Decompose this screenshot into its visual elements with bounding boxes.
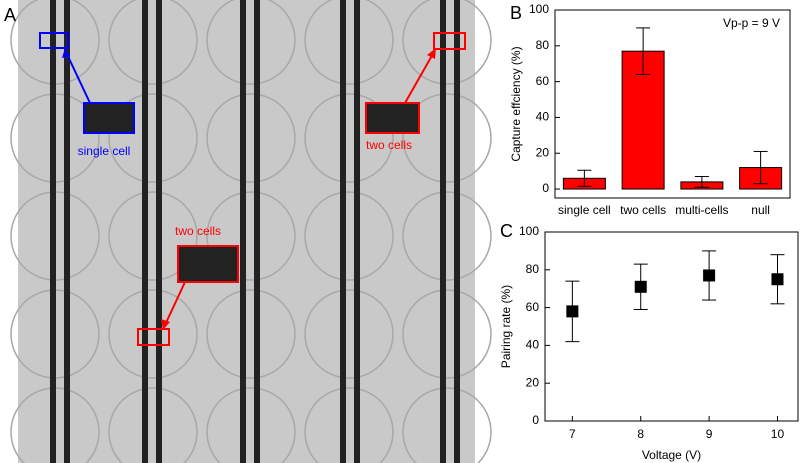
x-tick-label: 7: [569, 427, 576, 441]
y-tick-label: 0: [542, 181, 549, 195]
arrow: [404, 51, 435, 104]
microwell: [108, 93, 198, 183]
x-tick-label: 8: [637, 427, 644, 441]
zoom-box: [365, 102, 420, 134]
microwell: [304, 0, 394, 85]
arrow-head: [427, 48, 436, 59]
y-tick-label: 40: [526, 338, 540, 352]
electrode: [440, 0, 446, 463]
electrode: [156, 0, 162, 463]
electrode: [340, 0, 346, 463]
y-tick-label: 60: [526, 300, 540, 314]
microwell: [108, 191, 198, 281]
microwell: [206, 0, 296, 85]
microwell: [402, 387, 492, 463]
y-axis-label: Pairing rate (%): [499, 285, 513, 368]
plot-frame: [554, 9, 791, 199]
microwell: [304, 289, 394, 379]
x-tick-label: 10: [771, 427, 785, 441]
panel-label: A: [4, 5, 16, 25]
x-tick-label: multi-cells: [675, 203, 728, 217]
micrograph-background: [18, 0, 475, 463]
y-tick-label: 60: [536, 74, 550, 88]
microwell: [108, 387, 198, 463]
y-tick-label: 100: [519, 224, 539, 238]
highlight-box: [137, 328, 170, 346]
highlight-box: [433, 32, 466, 50]
microwell: [402, 93, 492, 183]
y-tick-label: 20: [536, 145, 550, 159]
microwell: [402, 191, 492, 281]
annotation: single cell: [78, 144, 131, 158]
microwell: [304, 93, 394, 183]
x-tick-label: null: [751, 203, 770, 217]
microwell: [206, 387, 296, 463]
microwell: [206, 93, 296, 183]
y-tick-label: 80: [536, 38, 550, 52]
microwell: [206, 191, 296, 281]
panel-label: B: [510, 3, 522, 23]
microwell: [402, 0, 492, 85]
electrode: [64, 0, 70, 463]
electrode: [240, 0, 246, 463]
arrow: [164, 281, 186, 326]
highlight-box: [39, 32, 69, 49]
electrodes: [50, 0, 460, 463]
y-tick-label: 20: [526, 375, 540, 389]
microwells: [10, 0, 492, 463]
microwell: [304, 191, 394, 281]
electrode: [354, 0, 360, 463]
arrow: [64, 49, 91, 104]
y-axis-label: Capture effciency (%): [509, 46, 523, 161]
electrode: [50, 0, 56, 463]
zoom-box: [83, 102, 135, 134]
electrode: [254, 0, 260, 463]
y-tick-label: 0: [532, 413, 539, 427]
microwell: [402, 289, 492, 379]
microwell: [304, 387, 394, 463]
annotation: two cells: [366, 138, 412, 152]
annotation: two cells: [175, 224, 221, 238]
x-tick-label: single cell: [558, 203, 611, 217]
electrode: [454, 0, 460, 463]
microwell: [108, 289, 198, 379]
arrow-head: [161, 319, 170, 330]
arrow-head: [62, 48, 70, 58]
x-tick-label: two cells: [620, 203, 666, 217]
annotation: Vp-p = 9 V: [723, 16, 780, 30]
microwell: [108, 0, 198, 85]
plot-frame: [544, 231, 799, 422]
microwell: [206, 289, 296, 379]
micrograph: single cell two cells two cells A: [4, 0, 492, 463]
zoom-box: [177, 245, 239, 283]
electrode: [142, 0, 148, 463]
y-tick-label: 100: [529, 2, 549, 16]
x-tick-label: 9: [706, 427, 713, 441]
panel-label: C: [500, 221, 513, 241]
y-tick-label: 40: [536, 110, 550, 124]
y-tick-label: 80: [526, 262, 540, 276]
x-axis-label: Voltage (V): [642, 448, 701, 462]
